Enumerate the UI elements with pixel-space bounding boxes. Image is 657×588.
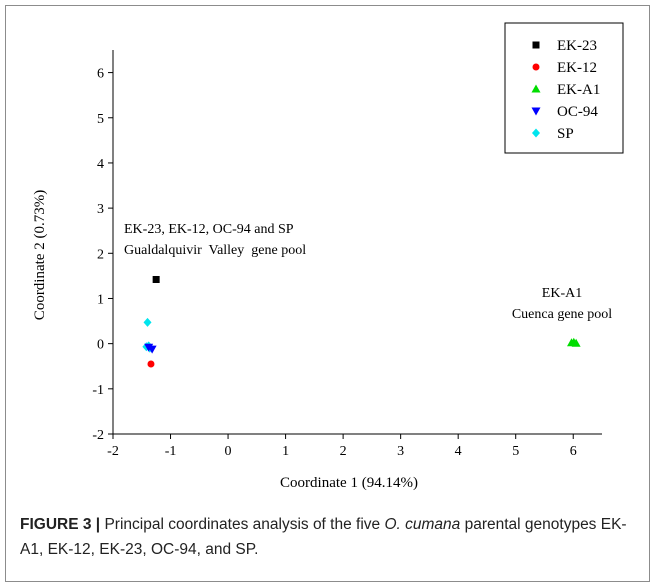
caption-text-before: Principal coordinates analysis of the fi…: [100, 516, 385, 533]
y-ticks: -2 -1 0 1 2 3 4 5 6: [92, 67, 113, 443]
legend-label-sp: SP: [557, 126, 574, 142]
y-tick-label: -1: [92, 383, 104, 398]
x-ticks: -2 -1 0 1 2 3 4 5 6: [107, 434, 577, 459]
legend: EK-23 EK-12 EK-A1 OC-94 SP: [504, 22, 624, 154]
y-tick-label: -2: [92, 428, 104, 443]
y-tick-label: 4: [97, 157, 104, 172]
annotation-text: Gualdalquivir Valley gene pool: [124, 243, 306, 258]
point-ek-23: [152, 275, 160, 283]
point-ek-a1: [569, 337, 579, 346]
y-tick-label: 2: [97, 247, 104, 262]
y-tick-label: 3: [97, 202, 104, 217]
y-tick-label: 0: [97, 338, 104, 353]
x-tick-label: 4: [455, 444, 462, 459]
x-tick-label: 1: [282, 444, 289, 459]
legend-label-ek-12: EK-12: [557, 60, 597, 76]
legend-marker-ek-12: [532, 63, 540, 71]
caption-species: O. cumana: [384, 516, 461, 533]
caption-label: FIGURE 3 |: [20, 516, 101, 533]
x-tick-label: 6: [570, 444, 577, 459]
legend-marker-ek-a1: [531, 84, 541, 93]
x-tick-label: 2: [340, 444, 347, 459]
x-tick-label: 5: [512, 444, 519, 459]
x-tick-label: 0: [225, 444, 232, 459]
point-sp: [143, 317, 152, 327]
caption-text-after: parental genotypes EK-A1, EK-12, EK-23, …: [20, 516, 627, 558]
axes: -2 -1 0 1 2 3 4 5 6 -2 -1 0 1 2 3 4 5 6: [92, 50, 602, 459]
y-tick-label: 6: [97, 67, 104, 82]
x-axis-label: Coordinate 1 (94.14%): [280, 475, 418, 491]
annotation-text: EK-23, EK-12, OC-94 and SP: [124, 222, 294, 237]
x-tick-label: -2: [107, 444, 119, 459]
legend-label-ek-a1: EK-A1: [557, 82, 600, 98]
pcoa-scatter-chart: -2 -1 0 1 2 3 4 5 6 -2 -1 0 1 2 3 4 5 6 Coordinate 1 (94…: [32, 22, 624, 491]
y-axis-label: Coordinate 2 (0.73%): [32, 190, 48, 320]
x-tick-label: -1: [165, 444, 177, 459]
annotation-text: Cuenca gene pool: [512, 307, 612, 322]
legend-box: [504, 22, 624, 154]
point-ek-12: [147, 360, 155, 368]
legend-marker-oc-94: [531, 107, 541, 116]
legend-label-ek-23: EK-23: [557, 38, 597, 54]
legend-items: EK-23 EK-12 EK-A1 OC-94 SP: [531, 38, 600, 142]
legend-marker-ek-23: [532, 41, 540, 49]
legend-label-oc-94: OC-94: [557, 104, 598, 120]
legend-marker-sp: [532, 128, 540, 138]
x-tick-label: 3: [397, 444, 404, 459]
annotation-text: EK-A1: [542, 286, 582, 301]
annotations: EK-23, EK-12, OC-94 and SP Gualdalquivir …: [124, 222, 612, 322]
point-oc-94: [144, 343, 154, 352]
y-tick-label: 5: [97, 112, 104, 127]
data-points: [142, 275, 581, 368]
y-tick-label: 1: [97, 292, 104, 307]
figure-caption: FIGURE 3 | Principal coordinates analysi…: [20, 512, 640, 562]
